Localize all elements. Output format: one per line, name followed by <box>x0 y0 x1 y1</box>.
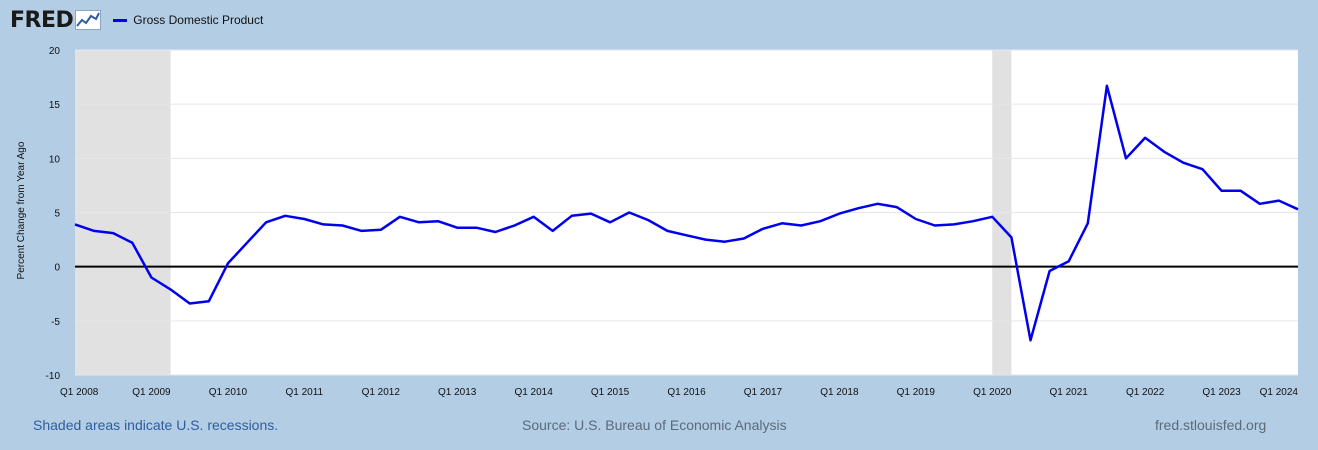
x-tick-label: Q1 2019 <box>897 387 936 398</box>
legend-label-gdp: Gross Domestic Product <box>133 13 264 27</box>
y-tick-label: -10 <box>46 371 61 382</box>
x-tick-label: Q1 2011 <box>286 387 324 398</box>
y-tick-label: -5 <box>51 317 60 328</box>
recession-note[interactable]: Shaded areas indicate U.S. recessions. <box>33 417 279 433</box>
series-line-gdp <box>74 84 1299 342</box>
chart-legend: Gross Domestic Product <box>113 13 263 27</box>
x-tick-label: Q1 2009 <box>132 387 171 398</box>
x-tick-label: Q1 2014 <box>514 387 553 398</box>
x-tick-label: Q1 2017 <box>744 387 783 398</box>
y-tick-label: 10 <box>49 154 61 165</box>
x-tick-label: Q1 2021 <box>1050 387 1089 398</box>
x-tick-label: Q1 2012 <box>362 387 401 398</box>
chart-header: FRED Gross Domestic Product <box>10 6 263 34</box>
x-tick-label: Q1 2008 <box>60 387 99 398</box>
x-tick-label: Q1 2020 <box>973 387 1012 398</box>
source-note: Source: U.S. Bureau of Economic Analysis <box>522 417 787 433</box>
y-tick-label: 15 <box>49 100 61 111</box>
legend-swatch <box>113 18 128 22</box>
x-tick-label: Q1 2023 <box>1202 387 1241 398</box>
x-tick-label: Q1 2022 <box>1126 387 1165 398</box>
y-tick-label: 20 <box>49 46 61 57</box>
chart-area: -10 -5 0 5 10 15 20 Q1 2008 Q1 2009 Q1 2010 Q1 201… <box>16 46 1299 398</box>
x-tick-label: Q1 2015 <box>591 387 630 398</box>
x-tick-label: Q1 2016 <box>667 387 706 398</box>
x-tick-label: Q1 2013 <box>438 387 477 398</box>
y-axis-label: Percent Change from Year Ago <box>16 141 27 279</box>
x-tick-label: Q1 2010 <box>209 387 248 398</box>
fred-logo[interactable]: FRED <box>10 7 74 33</box>
x-tick-label: Q1 2024 <box>1260 387 1299 398</box>
line-chart-icon <box>75 10 102 30</box>
x-tick-label: Q1 2018 <box>820 387 859 398</box>
y-tick-label: 5 <box>54 209 60 220</box>
y-tick-label: 0 <box>54 263 60 274</box>
site-link[interactable]: fred.stlouisfed.org <box>1155 417 1267 433</box>
